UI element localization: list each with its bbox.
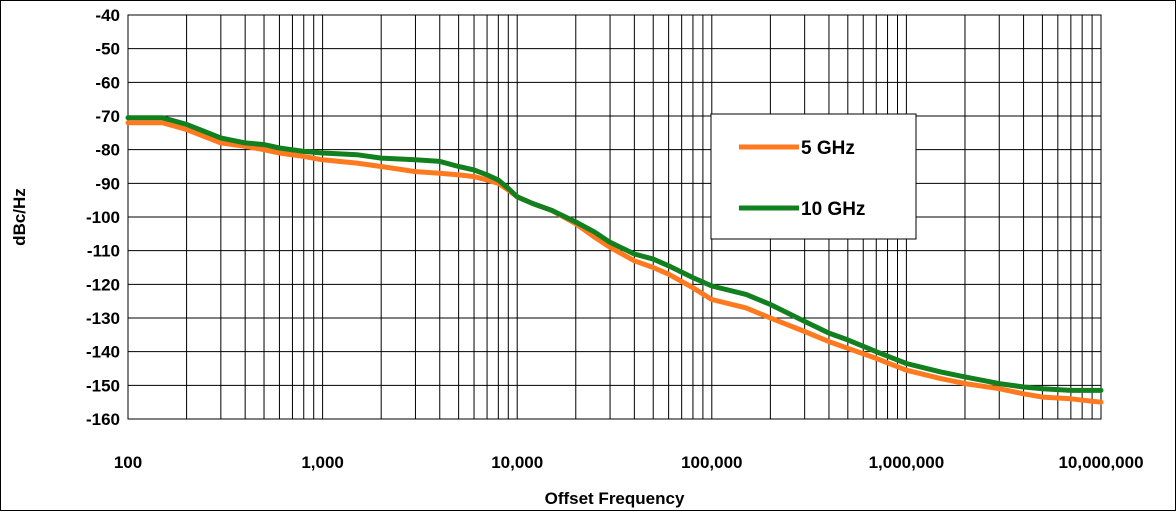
y-tick-label: -50 [95, 40, 120, 59]
legend-label-2: 10 GHz [801, 199, 865, 220]
x-tick-label: 10,000 [491, 453, 543, 472]
y-tick-label: -100 [86, 208, 120, 227]
legend-box [710, 113, 917, 240]
legend-label-1: 5 GHz [801, 138, 855, 159]
x-axis-title: Offset Frequency [545, 489, 685, 508]
x-tick-label: 100,000 [681, 453, 742, 472]
y-tick-label: -140 [86, 343, 120, 362]
y-tick-label: -40 [95, 6, 120, 25]
y-tick-label: -160 [86, 410, 120, 429]
y-axis-title: dBc/Hz [10, 188, 29, 246]
x-tick-label: 100 [114, 453, 142, 472]
y-tick-label: -90 [95, 174, 120, 193]
y-tick-label: -150 [86, 376, 120, 395]
y-tick-label: -130 [86, 309, 120, 328]
y-axis-tick-labels: -40 -50 -60 -70 -80 -90 -100 -110 -120 -130 -140 -1… [86, 6, 120, 429]
series-line-2 [125, 115, 1104, 393]
legend: 5 GHz 10 GHz [710, 113, 917, 240]
y-tick-label: -70 [95, 107, 120, 126]
x-axis-tick-labels: 100 1,000 10,000 100,000 1,000,000 10,000,000 [114, 453, 1144, 472]
y-tick-label: -60 [95, 73, 120, 92]
x-tick-label: 10,000,000 [1058, 453, 1143, 472]
x-tick-label: 1,000 [301, 453, 344, 472]
y-tick-label: -120 [86, 275, 120, 294]
y-tick-label: -110 [87, 242, 120, 261]
y-tick-label: -80 [95, 141, 120, 160]
plot-area-border [127, 14, 1102, 420]
series-layer [125, 115, 1104, 405]
x-tick-label: 1,000,000 [869, 453, 945, 472]
